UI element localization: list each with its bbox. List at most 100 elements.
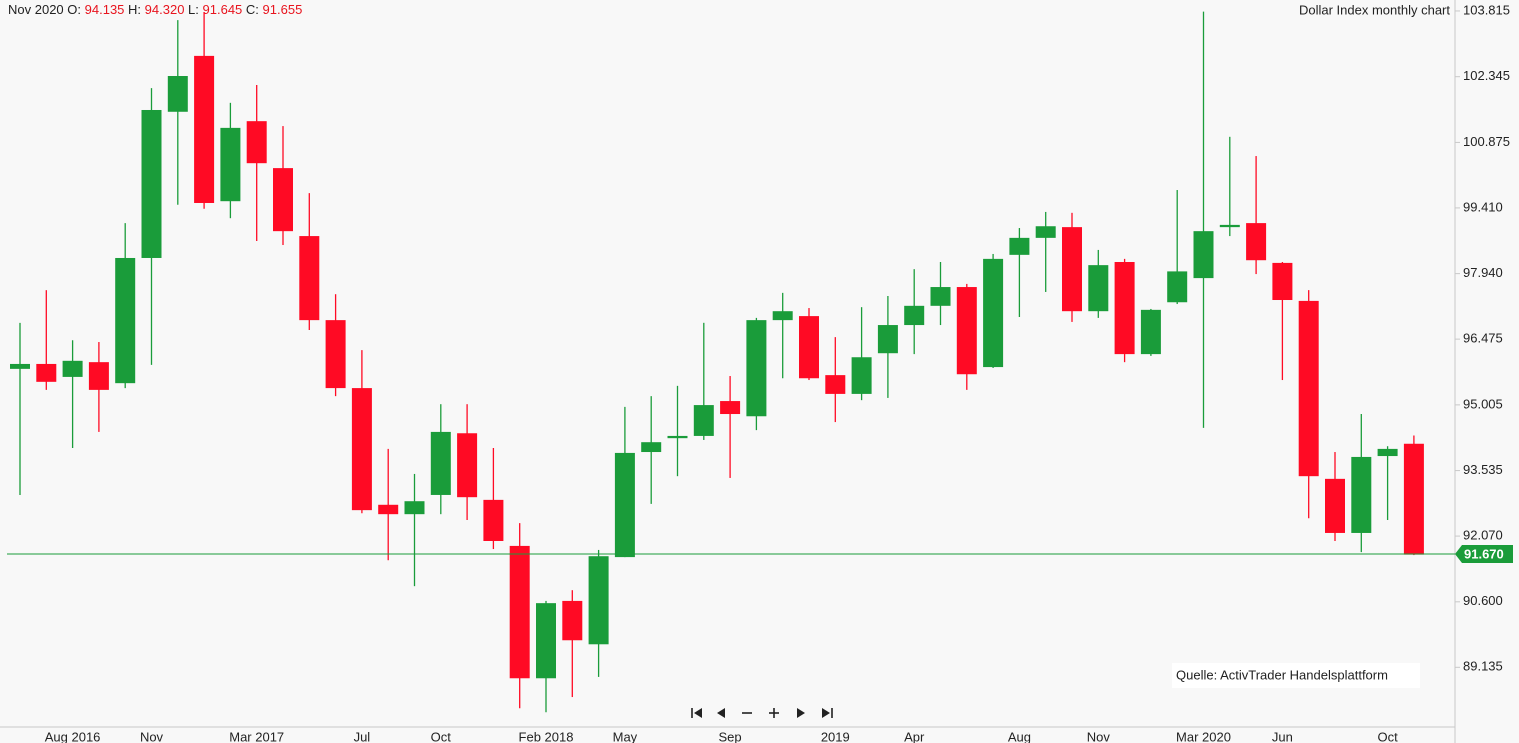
candle-body [62, 360, 83, 377]
candle-body [115, 257, 136, 384]
candle-body [1062, 227, 1082, 312]
candle-body [1167, 271, 1188, 303]
x-tick-label: Apr [904, 729, 925, 743]
x-tick-label: Jun [1272, 729, 1293, 743]
close-label: C: [246, 2, 259, 17]
candle-body [378, 504, 399, 515]
open-label: O: [67, 2, 81, 17]
candle-body [877, 325, 898, 354]
x-tick-label: Aug 2016 [45, 729, 101, 743]
candle-body [851, 357, 872, 394]
x-tick-label: Nov [1087, 729, 1111, 743]
candle-body [1298, 300, 1319, 477]
y-tick-label: 92.070 [1463, 528, 1503, 543]
x-tick-label: Mar 2017 [229, 729, 284, 743]
candle-body [246, 121, 267, 164]
last-price-tag [1455, 544, 1513, 563]
annotation-box [1172, 663, 1420, 688]
candle-body [1351, 456, 1372, 533]
candle-body [1009, 237, 1030, 255]
x-tick-label: Jul [354, 729, 371, 743]
candle-body [746, 320, 767, 417]
x-tick-label: Oct [1377, 729, 1398, 743]
candle-body [799, 316, 819, 379]
candle-body [930, 287, 951, 306]
nav-next[interactable] [797, 708, 805, 718]
candle-body [1035, 226, 1056, 238]
candle-body [720, 401, 741, 415]
ohlc-header: Nov 2020 O: 94.135 H: 94.320 L: 91.645 C… [8, 2, 302, 17]
y-tick-label: 103.815 [1463, 2, 1510, 17]
candle-body [1272, 262, 1293, 301]
low-label: L: [188, 2, 199, 17]
y-tick-label: 100.875 [1463, 134, 1510, 149]
candle-body [562, 600, 583, 641]
candle-body [1219, 224, 1240, 228]
x-tick-label: Oct [431, 729, 452, 743]
candle-body [351, 388, 372, 511]
y-tick-label: 93.535 [1463, 462, 1503, 477]
candle-body [273, 168, 293, 232]
candle-body [299, 236, 320, 321]
candle-body [1193, 231, 1214, 279]
nav-prev[interactable] [717, 708, 725, 718]
candle-body [772, 311, 793, 321]
candle-body [10, 363, 30, 369]
nav-zoom-in[interactable] [769, 708, 779, 718]
candle-body [825, 375, 846, 394]
candle-body [1114, 262, 1135, 355]
candle-body [483, 499, 504, 542]
candle-body [956, 287, 977, 375]
candle-body [457, 433, 478, 498]
last-price-label: 91.670 [1464, 546, 1504, 561]
candle-body [194, 55, 215, 203]
candle-body [1246, 223, 1267, 261]
x-tick-label: Feb 2018 [519, 729, 574, 743]
candle-body [1088, 265, 1109, 312]
candle-body [1377, 448, 1398, 457]
candle-body [509, 545, 530, 679]
x-tick-label: Sep [719, 729, 742, 743]
navigation [691, 708, 833, 718]
y-tick-label: 90.600 [1463, 593, 1503, 608]
close-value: 91.655 [263, 2, 303, 17]
x-tick-label: May [613, 729, 638, 743]
candle-body [1403, 443, 1424, 555]
high-value: 94.320 [145, 2, 185, 17]
nav-first[interactable] [691, 708, 702, 718]
candle-body [667, 435, 688, 439]
x-tick-label: Nov [140, 729, 164, 743]
candle-body [88, 362, 109, 390]
nav-last[interactable] [822, 708, 833, 718]
x-tick-label: 2019 [821, 729, 850, 743]
candle-body [641, 442, 662, 453]
y-tick-label: 97.940 [1463, 265, 1503, 280]
chart-title: Dollar Index monthly chart [1299, 2, 1450, 17]
y-tick-label: 99.410 [1463, 199, 1503, 214]
annotation: Quelle: ActivTrader Handelsplattform [1176, 667, 1388, 682]
candle-body [167, 76, 188, 112]
candle-body [536, 603, 556, 679]
x-tick-label: Mar 2020 [1176, 729, 1231, 743]
y-tick-label: 95.005 [1463, 396, 1503, 411]
candle-body [1325, 478, 1345, 533]
high-label: H: [128, 2, 141, 17]
candle-body [404, 501, 425, 515]
candle-body [36, 363, 57, 382]
candle-body [430, 431, 451, 495]
candle-body [141, 109, 162, 258]
period: Nov 2020 [8, 2, 64, 17]
y-tick-label: 102.345 [1463, 68, 1510, 83]
candle-body [693, 405, 714, 436]
candle-body [983, 258, 1004, 368]
candle-body [220, 127, 241, 202]
low-value: 91.645 [203, 2, 243, 17]
x-tick-label: Aug [1008, 729, 1031, 743]
candle-body [588, 556, 609, 645]
candle-body [325, 320, 346, 389]
y-tick-label: 96.475 [1463, 331, 1503, 346]
candle-body [1140, 309, 1161, 355]
candle-body [614, 452, 635, 558]
